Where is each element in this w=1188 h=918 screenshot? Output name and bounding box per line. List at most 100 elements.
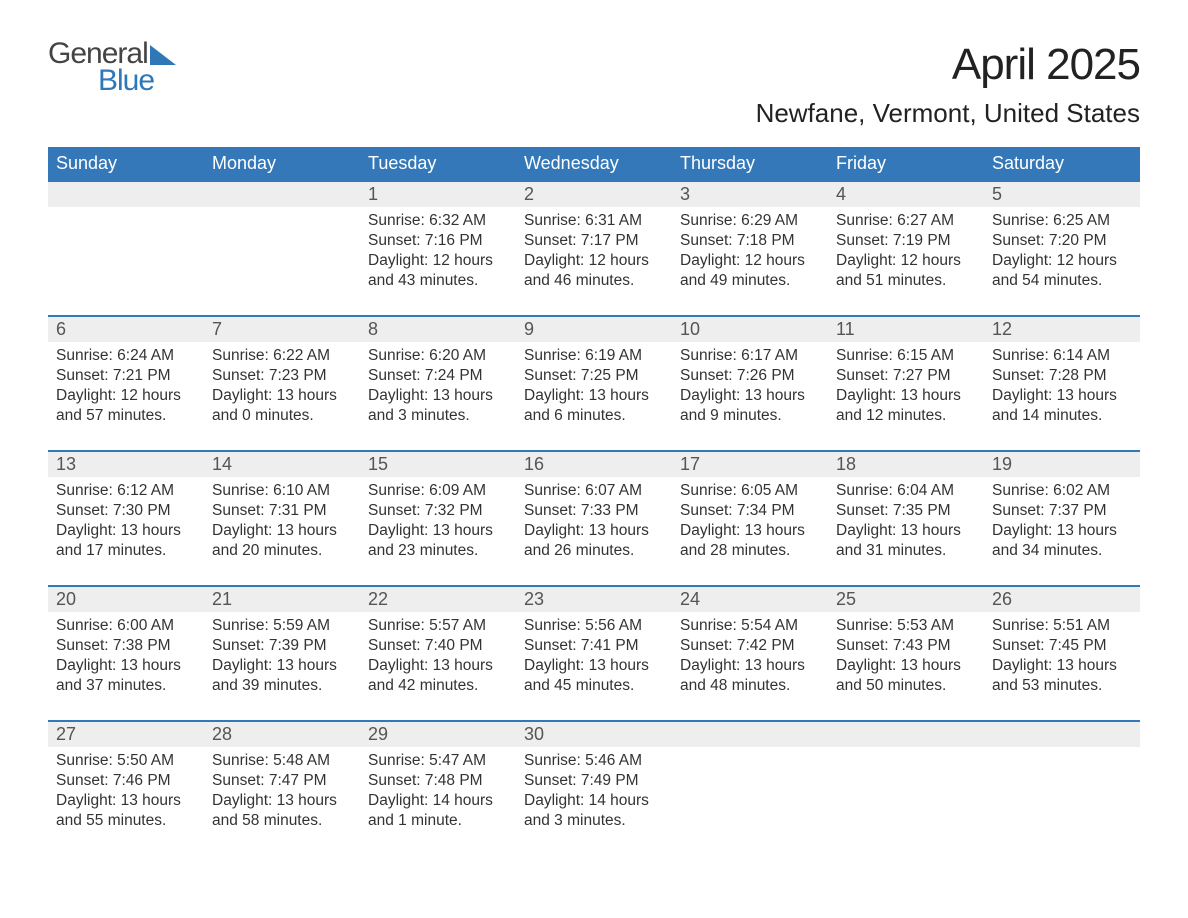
day-daylight2: and 23 minutes. (368, 541, 508, 561)
day-sunrise: Sunrise: 6:25 AM (992, 211, 1132, 231)
day-daylight2: and 48 minutes. (680, 676, 820, 696)
day-daylight1: Daylight: 13 hours (680, 386, 820, 406)
day-number: 5 (984, 182, 1140, 207)
day-sunrise: Sunrise: 5:54 AM (680, 616, 820, 636)
day-daylight1: Daylight: 13 hours (212, 386, 352, 406)
month-title: April 2025 (756, 40, 1140, 90)
day-daylight1: Daylight: 13 hours (56, 791, 196, 811)
day-sunrise: Sunrise: 6:04 AM (836, 481, 976, 501)
day-cell: Sunrise: 5:47 AMSunset: 7:48 PMDaylight:… (360, 747, 516, 855)
day-number: 27 (48, 722, 204, 747)
week-number-row: 20212223242526 (48, 587, 1140, 612)
day-daylight2: and 1 minute. (368, 811, 508, 831)
day-cell: Sunrise: 6:20 AMSunset: 7:24 PMDaylight:… (360, 342, 516, 450)
day-daylight2: and 53 minutes. (992, 676, 1132, 696)
day-daylight1: Daylight: 14 hours (524, 791, 664, 811)
day-sunset: Sunset: 7:24 PM (368, 366, 508, 386)
day-number: 21 (204, 587, 360, 612)
day-sunset: Sunset: 7:37 PM (992, 501, 1132, 521)
day-sunset: Sunset: 7:40 PM (368, 636, 508, 656)
day-sunset: Sunset: 7:41 PM (524, 636, 664, 656)
day-cell: Sunrise: 6:02 AMSunset: 7:37 PMDaylight:… (984, 477, 1140, 585)
day-cell (204, 207, 360, 315)
day-daylight2: and 39 minutes. (212, 676, 352, 696)
day-sunrise: Sunrise: 6:20 AM (368, 346, 508, 366)
day-number: 10 (672, 317, 828, 342)
week-body-row: Sunrise: 6:00 AMSunset: 7:38 PMDaylight:… (48, 612, 1140, 720)
day-sunset: Sunset: 7:26 PM (680, 366, 820, 386)
day-sunset: Sunset: 7:17 PM (524, 231, 664, 251)
day-number: 12 (984, 317, 1140, 342)
day-daylight2: and 0 minutes. (212, 406, 352, 426)
day-cell: Sunrise: 6:27 AMSunset: 7:19 PMDaylight:… (828, 207, 984, 315)
day-header-cell: Thursday (672, 147, 828, 180)
day-cell: Sunrise: 6:14 AMSunset: 7:28 PMDaylight:… (984, 342, 1140, 450)
day-daylight1: Daylight: 13 hours (836, 656, 976, 676)
day-cell: Sunrise: 6:24 AMSunset: 7:21 PMDaylight:… (48, 342, 204, 450)
day-sunrise: Sunrise: 5:53 AM (836, 616, 976, 636)
day-number: 28 (204, 722, 360, 747)
day-number: 25 (828, 587, 984, 612)
day-sunset: Sunset: 7:19 PM (836, 231, 976, 251)
day-sunset: Sunset: 7:43 PM (836, 636, 976, 656)
day-daylight2: and 51 minutes. (836, 271, 976, 291)
day-daylight1: Daylight: 12 hours (680, 251, 820, 271)
day-cell: Sunrise: 6:10 AMSunset: 7:31 PMDaylight:… (204, 477, 360, 585)
day-header-cell: Tuesday (360, 147, 516, 180)
day-sunrise: Sunrise: 5:50 AM (56, 751, 196, 771)
day-cell (48, 207, 204, 315)
day-daylight1: Daylight: 12 hours (524, 251, 664, 271)
day-daylight2: and 9 minutes. (680, 406, 820, 426)
day-number: 14 (204, 452, 360, 477)
day-cell: Sunrise: 5:46 AMSunset: 7:49 PMDaylight:… (516, 747, 672, 855)
day-daylight1: Daylight: 13 hours (56, 521, 196, 541)
day-number: 3 (672, 182, 828, 207)
day-sunrise: Sunrise: 5:57 AM (368, 616, 508, 636)
day-daylight1: Daylight: 13 hours (368, 386, 508, 406)
day-header-cell: Monday (204, 147, 360, 180)
day-daylight2: and 49 minutes. (680, 271, 820, 291)
week-number-row: 12345 (48, 182, 1140, 207)
day-daylight1: Daylight: 13 hours (524, 386, 664, 406)
week-row: 20212223242526Sunrise: 6:00 AMSunset: 7:… (48, 585, 1140, 720)
day-daylight1: Daylight: 13 hours (836, 386, 976, 406)
day-cell: Sunrise: 6:07 AMSunset: 7:33 PMDaylight:… (516, 477, 672, 585)
day-number (984, 722, 1140, 747)
day-daylight2: and 43 minutes. (368, 271, 508, 291)
day-sunrise: Sunrise: 5:59 AM (212, 616, 352, 636)
day-number (672, 722, 828, 747)
day-sunset: Sunset: 7:49 PM (524, 771, 664, 791)
day-daylight1: Daylight: 12 hours (836, 251, 976, 271)
location: Newfane, Vermont, United States (756, 98, 1140, 129)
day-number: 15 (360, 452, 516, 477)
day-sunrise: Sunrise: 5:48 AM (212, 751, 352, 771)
day-sunset: Sunset: 7:47 PM (212, 771, 352, 791)
day-sunrise: Sunrise: 6:17 AM (680, 346, 820, 366)
day-daylight1: Daylight: 13 hours (212, 791, 352, 811)
day-number: 7 (204, 317, 360, 342)
day-cell: Sunrise: 5:53 AMSunset: 7:43 PMDaylight:… (828, 612, 984, 720)
day-cell (672, 747, 828, 855)
day-sunrise: Sunrise: 6:19 AM (524, 346, 664, 366)
day-number: 13 (48, 452, 204, 477)
day-daylight1: Daylight: 13 hours (992, 521, 1132, 541)
day-sunset: Sunset: 7:45 PM (992, 636, 1132, 656)
day-sunrise: Sunrise: 6:10 AM (212, 481, 352, 501)
day-daylight2: and 6 minutes. (524, 406, 664, 426)
day-daylight2: and 34 minutes. (992, 541, 1132, 561)
day-sunset: Sunset: 7:32 PM (368, 501, 508, 521)
day-cell: Sunrise: 5:54 AMSunset: 7:42 PMDaylight:… (672, 612, 828, 720)
day-sunrise: Sunrise: 6:31 AM (524, 211, 664, 231)
week-row: 12345Sunrise: 6:32 AMSunset: 7:16 PMDayl… (48, 180, 1140, 315)
day-number: 29 (360, 722, 516, 747)
day-daylight2: and 14 minutes. (992, 406, 1132, 426)
day-number: 9 (516, 317, 672, 342)
week-row: 27282930Sunrise: 5:50 AMSunset: 7:46 PMD… (48, 720, 1140, 855)
week-number-row: 13141516171819 (48, 452, 1140, 477)
day-sunset: Sunset: 7:20 PM (992, 231, 1132, 251)
day-daylight2: and 3 minutes. (368, 406, 508, 426)
day-cell: Sunrise: 6:19 AMSunset: 7:25 PMDaylight:… (516, 342, 672, 450)
day-sunset: Sunset: 7:34 PM (680, 501, 820, 521)
day-number: 1 (360, 182, 516, 207)
day-cell: Sunrise: 6:15 AMSunset: 7:27 PMDaylight:… (828, 342, 984, 450)
